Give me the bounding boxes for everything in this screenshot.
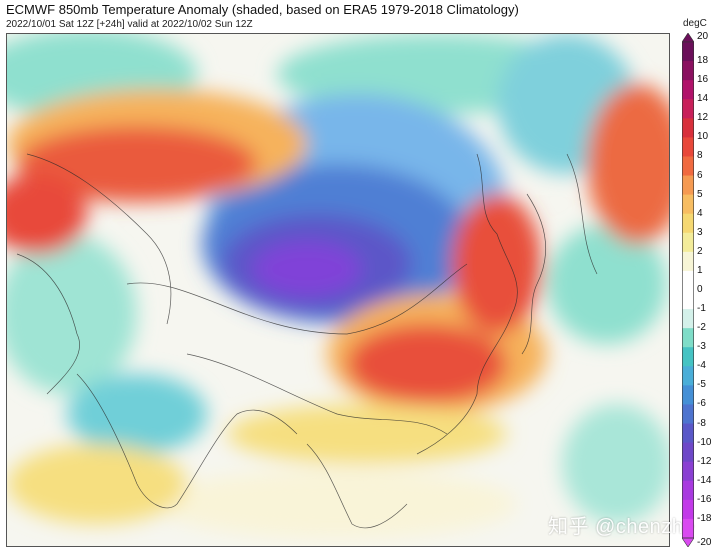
border-himalaya — [186, 353, 448, 435]
cold-region-center — [252, 241, 362, 297]
teal-region-west — [7, 234, 137, 394]
colorbar-tick-label: -20 — [697, 537, 712, 548]
colorbar-tick-label: 10 — [697, 131, 709, 143]
colorbar-labels: 20 18 16 14 12 10 8 6 5 4 3 2 1 0 -1 -2 -3 -4 -5 -6 -8 -10 -12… — [697, 31, 719, 548]
colorbar-segment — [682, 156, 694, 177]
colorbar-tick-label: -1 — [697, 303, 706, 315]
colorbar-segment — [682, 442, 694, 463]
colorbar-tick-label: 2 — [697, 245, 703, 257]
colorbar-tick-label: -3 — [697, 341, 706, 353]
colorbar-tick-label: -14 — [697, 474, 712, 486]
colorbar-segment — [682, 480, 694, 501]
colorbar-tick-label: 3 — [697, 226, 703, 238]
colorbar-tick-label: -18 — [697, 512, 712, 524]
colorbar-tick-label: -8 — [697, 417, 706, 429]
anomaly-map — [6, 33, 670, 547]
colorbar-tick-label: -2 — [697, 322, 706, 334]
colorbar-segment — [682, 347, 694, 367]
colorbar-tick-label: 5 — [697, 188, 703, 200]
coastlines — [16, 153, 598, 529]
colorbar-segment — [682, 385, 694, 405]
colorbar-frame — [682, 41, 694, 539]
colorbar-segment — [682, 118, 694, 138]
colorbar-segment — [682, 328, 694, 348]
colorbar-tick-label: -6 — [697, 398, 706, 410]
colorbar-tick-label: -5 — [697, 379, 706, 391]
colorbar-segment — [682, 461, 694, 482]
colorbar-segment — [682, 404, 694, 425]
colorbar-segment — [682, 251, 694, 272]
colorbar-tick-label: 20 — [697, 31, 709, 42]
colorbar-tick-label: 16 — [697, 74, 709, 86]
map-title: ECMWF 850mb Temperature Anomaly (shaded,… — [6, 2, 519, 17]
colorbar-unit: degC — [683, 18, 707, 29]
colorbar-bottom-arrow — [682, 537, 694, 547]
colorbar-tick-label: -12 — [697, 455, 712, 467]
hot-region-europe — [17, 126, 257, 202]
colorbar-segment — [682, 61, 694, 81]
teal-region-southeast — [562, 404, 669, 524]
colorbar-segment — [682, 213, 694, 234]
coastline-india-west — [76, 373, 178, 509]
colorbar-tick-label: 14 — [697, 93, 709, 105]
colorbar-segment — [682, 99, 694, 119]
watermark-text: 知乎 @chenzhe — [548, 516, 695, 538]
colorbar-tick-label: -16 — [697, 493, 712, 505]
colorbar-segment — [682, 42, 694, 62]
colorbar-tick-label: 4 — [697, 207, 703, 219]
colorbar-tick-label: 1 — [697, 264, 703, 276]
colorbar-tick-label: 18 — [697, 55, 709, 67]
colorbar-segment — [682, 309, 694, 329]
colorbar-tick-label: 12 — [697, 112, 709, 124]
hot-region-pacific — [587, 84, 669, 244]
warm-region-arabia — [7, 444, 187, 524]
colorbar-segment — [682, 137, 694, 157]
border-west-asia — [26, 153, 172, 325]
colorbar-tick-label: 8 — [697, 150, 703, 162]
colorbar-segment — [682, 175, 694, 196]
neutral-region-south — [157, 469, 517, 539]
coastline-caspian — [16, 253, 80, 395]
coastline-kamchatka — [566, 153, 598, 275]
colorbar-segment — [682, 366, 694, 386]
cool-region-india — [67, 374, 207, 454]
colorbar-tick-label: -10 — [697, 436, 712, 448]
colorbar-tick-label: -4 — [697, 360, 706, 372]
hot-region-east-china — [347, 324, 507, 404]
colorbar-top-arrow — [682, 33, 694, 43]
colorbar-segment — [682, 499, 694, 520]
teal-region-pacific — [547, 224, 667, 344]
colorbar-segment — [682, 423, 694, 444]
colorbar-segment — [682, 80, 694, 100]
coastline-japan — [521, 193, 547, 355]
hot-region-west-edge — [7, 174, 87, 254]
colorbar-tick-label: 6 — [697, 169, 703, 181]
colorbar — [682, 33, 694, 547]
hot-region-manchuria — [452, 194, 542, 334]
warm-region-south-china — [227, 404, 507, 464]
coastline-india-east — [176, 409, 298, 505]
border-central-asia — [126, 263, 468, 335]
colorbar-tick-label: 0 — [697, 284, 703, 295]
map-subtitle: 2022/10/01 Sat 12Z [+24h] valid at 2022/… — [6, 19, 253, 30]
coastline-east-asia — [416, 153, 518, 455]
colorbar-segment — [682, 232, 694, 253]
colorbar-segment — [682, 290, 694, 310]
colorbar-segment — [682, 518, 694, 539]
colorbar-segment — [682, 270, 694, 291]
coastline-indochina — [306, 443, 408, 529]
colorbar-segment — [682, 194, 694, 215]
